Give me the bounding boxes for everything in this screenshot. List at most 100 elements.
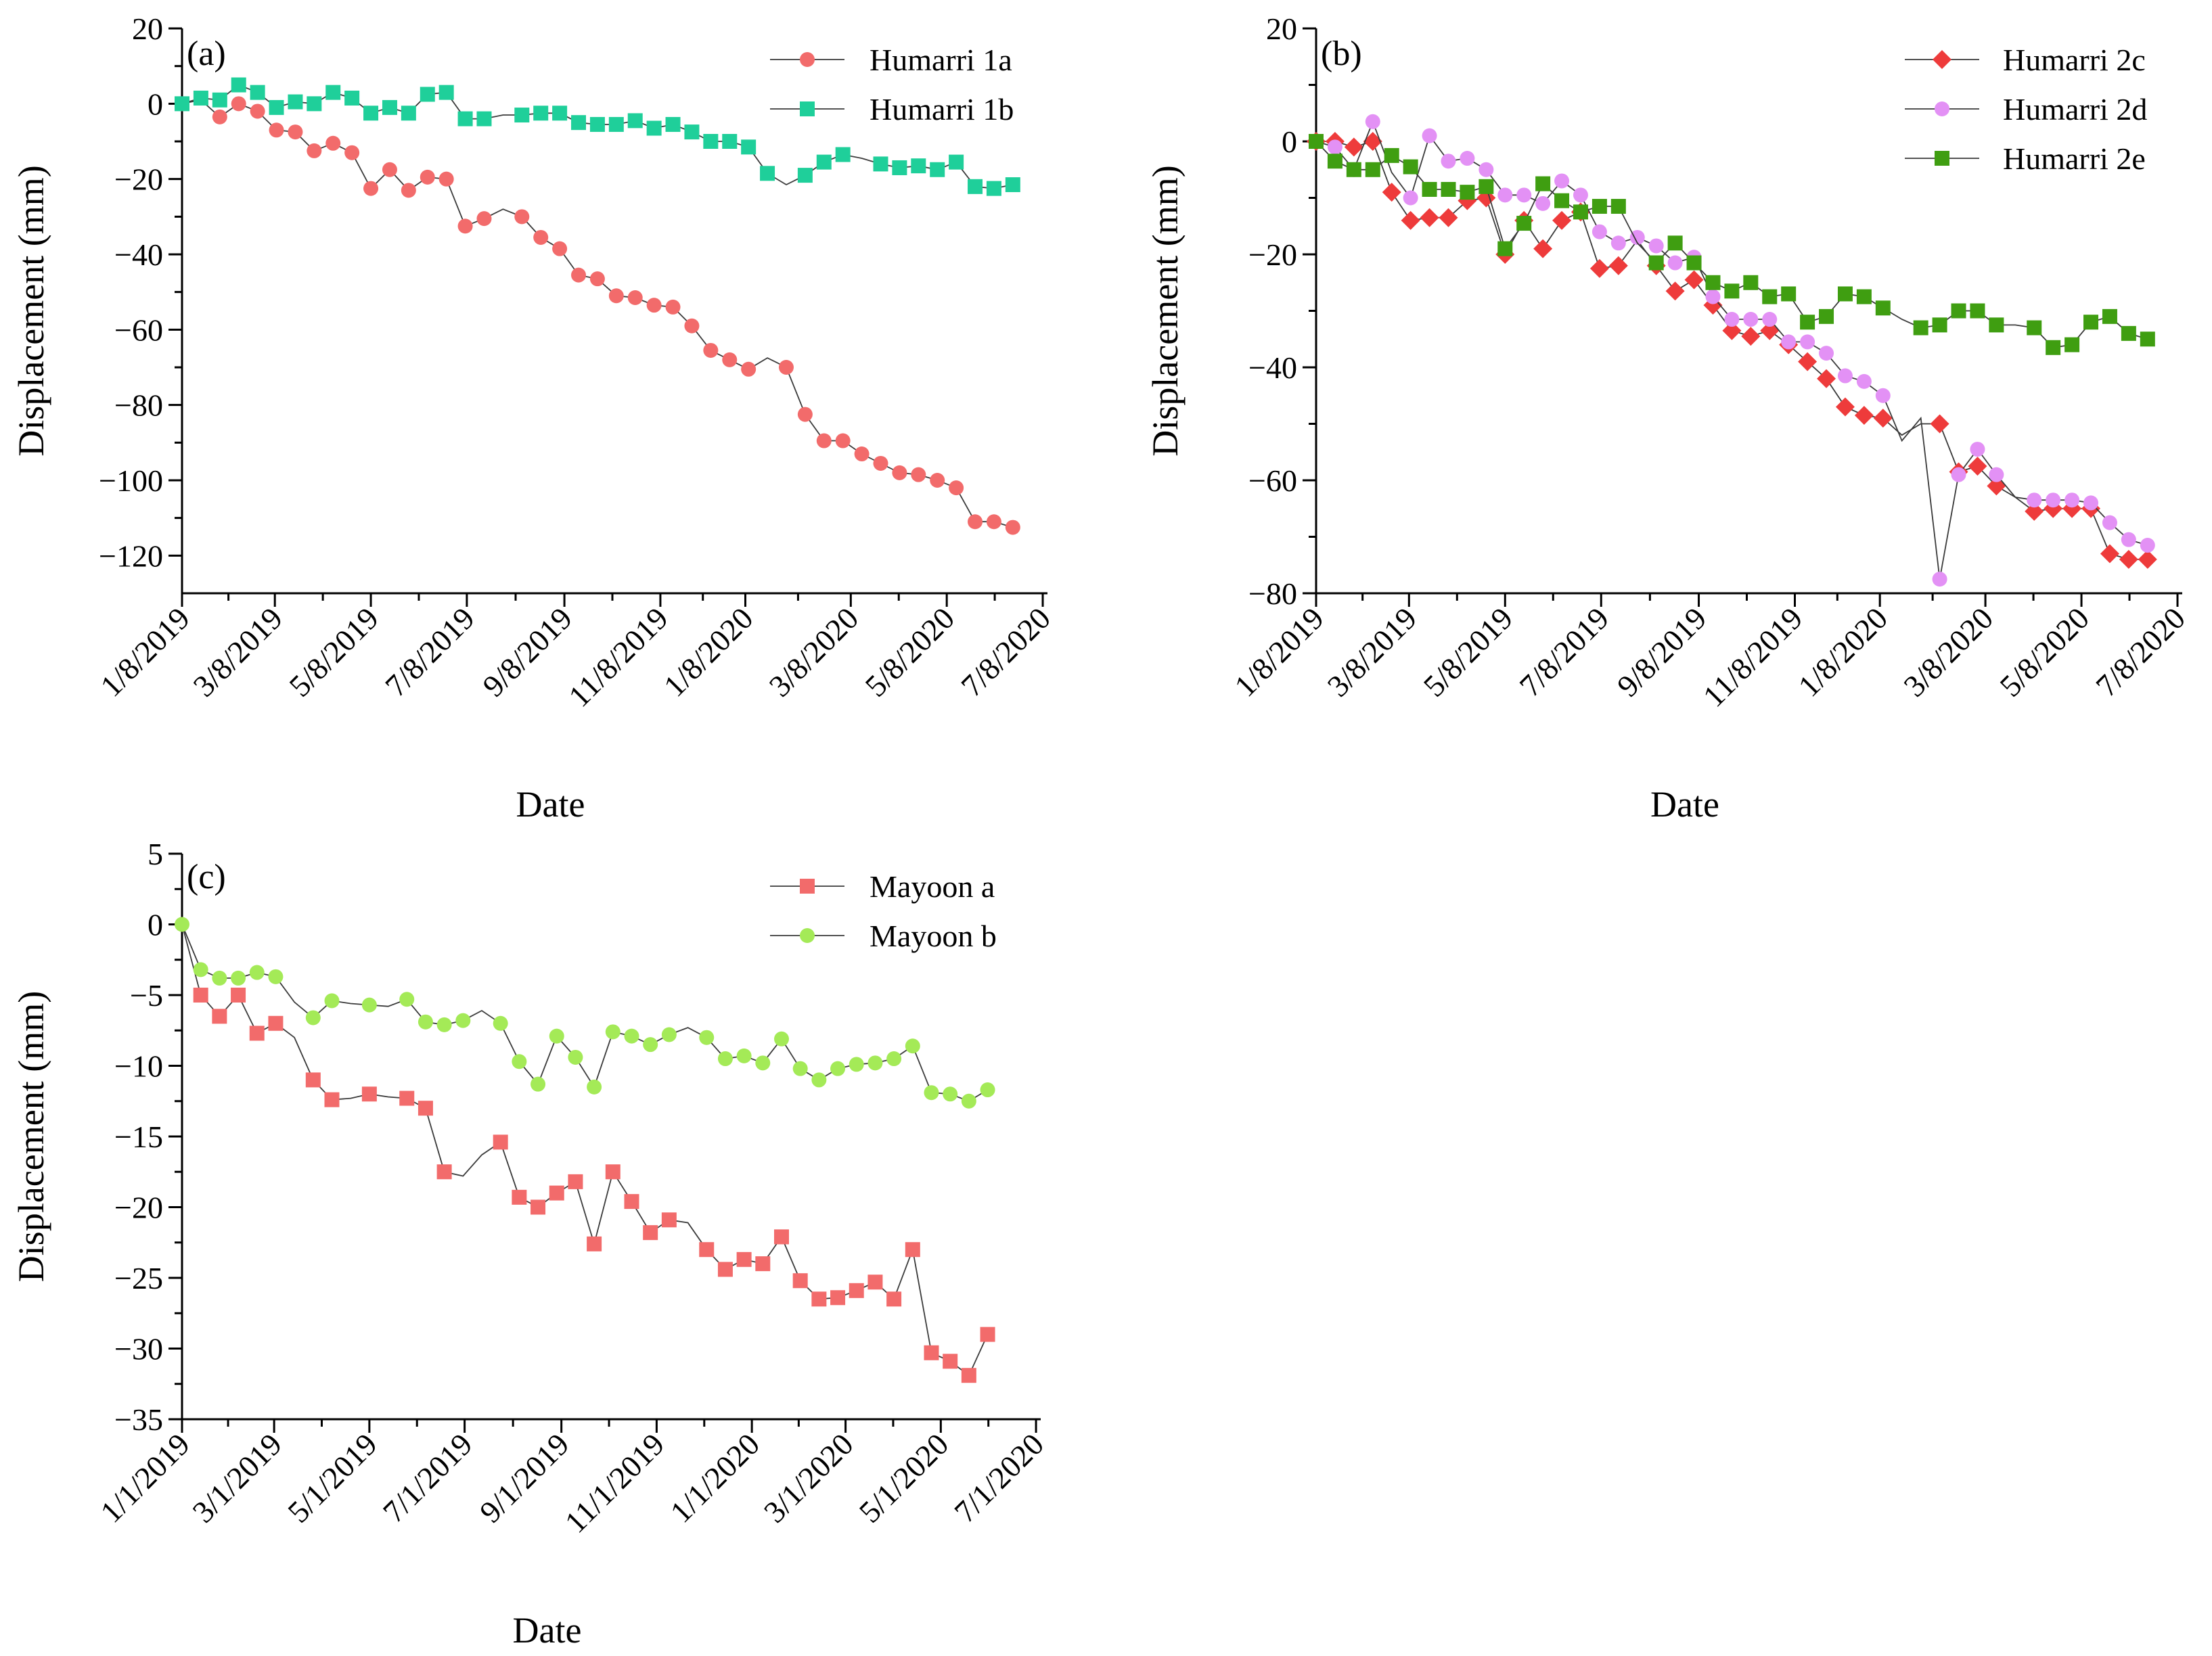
humarri-2e-marker: [1705, 275, 1721, 290]
mayoon-a-marker: [849, 1283, 864, 1298]
x-tick-label: 5/8/2020: [1993, 601, 2096, 704]
humarri-2d-marker: [1460, 151, 1475, 166]
humarri-2e-marker: [1516, 216, 1532, 231]
humarri-1b-marker: [438, 85, 454, 100]
mayoon-b-marker: [717, 1051, 733, 1067]
legend-entry: Humarri 1b: [770, 92, 1014, 127]
humarri-2e-marker: [1422, 181, 1437, 197]
y-tick-label: −80: [1248, 576, 1297, 611]
panel-label: (b): [1321, 34, 1362, 73]
humarri-2e-marker: [1856, 289, 1872, 304]
chart-panel-b: 200−20−40−60−801/8/20193/8/20195/8/20197…: [1145, 12, 2192, 825]
humarri-1a-marker: [986, 514, 1001, 530]
mayoon-a-marker: [717, 1262, 733, 1277]
mayoon-a-marker: [924, 1345, 939, 1360]
humarri-1a-marker: [476, 211, 492, 227]
humarri-2d-marker: [1781, 334, 1797, 350]
mayoon-a-marker: [361, 1086, 377, 1102]
humarri-2d-marker: [1951, 467, 1966, 482]
mayoon-b-marker: [436, 1017, 452, 1032]
humarri-1a-marker: [212, 109, 227, 124]
humarri-2e-marker: [2027, 320, 2042, 336]
y-tick-label: 5: [148, 837, 163, 871]
humarri-2d-marker: [2121, 532, 2136, 547]
humarri-1a-marker: [589, 271, 605, 287]
mayoon-b-marker: [268, 969, 284, 984]
legend-entry: Humarri 2c: [1905, 43, 2146, 77]
mayoon-b-marker: [305, 1010, 321, 1026]
x-tick-label: 3/8/2020: [763, 601, 865, 704]
y-axis-title: Displacement (mm): [11, 165, 51, 456]
humarri-2e-marker: [2140, 331, 2155, 347]
mayoon-b-marker: [531, 1076, 546, 1092]
humarri-1b-marker: [457, 111, 473, 127]
humarri-1b-marker: [344, 90, 360, 106]
humarri-2c-marker: [1608, 256, 1628, 275]
humarri-2d-marker: [1516, 187, 1532, 203]
humarri-2d-marker: [1573, 187, 1588, 203]
humarri-2c-marker: [1684, 270, 1704, 290]
mayoon-b-marker: [867, 1055, 883, 1071]
x-axis-title: Date: [516, 784, 585, 825]
humarri-1a-marker: [420, 169, 435, 185]
humarri-1a-marker: [892, 465, 907, 480]
humarri-2d-marker: [1970, 442, 1985, 457]
humarri-2e-marker: [2046, 340, 2061, 355]
humarri-2c-marker: [1533, 239, 1553, 258]
humarri-2e-marker: [1724, 283, 1740, 299]
humarri-1b-marker: [420, 87, 435, 102]
y-tick-label: 0: [148, 908, 163, 942]
humarri-2c-marker: [1344, 137, 1363, 157]
humarri-1b-marker: [193, 90, 208, 106]
mayoon-a-marker: [643, 1225, 658, 1241]
humarri-1a-marker: [627, 290, 643, 306]
series-humarri-1b: [175, 77, 1020, 196]
humarri-2e-marker: [1875, 300, 1891, 316]
x-tick-label: 3/8/2019: [1321, 601, 1424, 704]
mayoon-a-marker: [699, 1242, 715, 1258]
humarri-2e-marker: [1743, 275, 1759, 290]
humarri-1b-marker: [722, 134, 738, 149]
humarri-1b-marker: [608, 116, 624, 132]
humarri-2e-marker: [1460, 185, 1475, 200]
x-tick-label: 1/8/2020: [657, 601, 760, 704]
humarri-1b-marker: [1005, 177, 1020, 193]
humarri-2e-marker: [1327, 154, 1342, 169]
humarri-2c-marker: [1439, 208, 1458, 227]
humarri-1a-marker: [968, 514, 983, 530]
mayoon-a-marker: [961, 1368, 976, 1383]
chart-panel-a: 200−20−40−60−80−100−1201/8/20193/8/20195…: [11, 12, 1057, 825]
mayoon-b-marker: [980, 1082, 995, 1098]
mayoon-a-marker: [212, 1009, 227, 1024]
humarri-2e-marker: [2083, 315, 2099, 330]
humarri-1a-marker: [401, 183, 416, 198]
mayoon-a-marker: [587, 1236, 602, 1251]
mayoon-a-marker: [830, 1290, 846, 1306]
humarri-2e-marker: [1497, 241, 1513, 256]
humarri-2d-marker: [1837, 368, 1853, 384]
series-humarri-2e: [1309, 134, 2155, 355]
humarri-1a-marker: [854, 446, 870, 462]
humarri-2c-marker: [1741, 327, 1761, 346]
humarri-1b-marker: [382, 99, 397, 115]
x-tick-label: 1/1/2019: [93, 1427, 196, 1530]
humarri-2d-marker: [1327, 139, 1342, 155]
mayoon-a-marker: [324, 1092, 340, 1107]
x-tick-label: 7/8/2019: [378, 601, 481, 704]
mayoon-a-marker: [512, 1189, 527, 1205]
humarri-1a-marker: [250, 104, 265, 119]
humarri-2e-marker: [1535, 176, 1551, 191]
x-axis-title: Date: [513, 1610, 582, 1651]
mayoon-b-marker: [175, 917, 189, 932]
humarri-1b-marker: [986, 181, 1001, 196]
x-tick-label: 11/8/2019: [562, 601, 675, 714]
humarri-2e-marker: [1819, 308, 1834, 324]
humarri-2d-marker: [1935, 101, 1949, 116]
humarri-1a-marker: [457, 218, 473, 234]
mayoon-a-marker: [605, 1164, 620, 1180]
x-tick-label: 1/8/2020: [1792, 601, 1895, 704]
humarri-1b-marker: [269, 99, 284, 115]
humarri-2d-marker: [1592, 224, 1607, 239]
humarri-1a-marker: [382, 162, 397, 177]
y-tick-label: −35: [114, 1402, 163, 1437]
